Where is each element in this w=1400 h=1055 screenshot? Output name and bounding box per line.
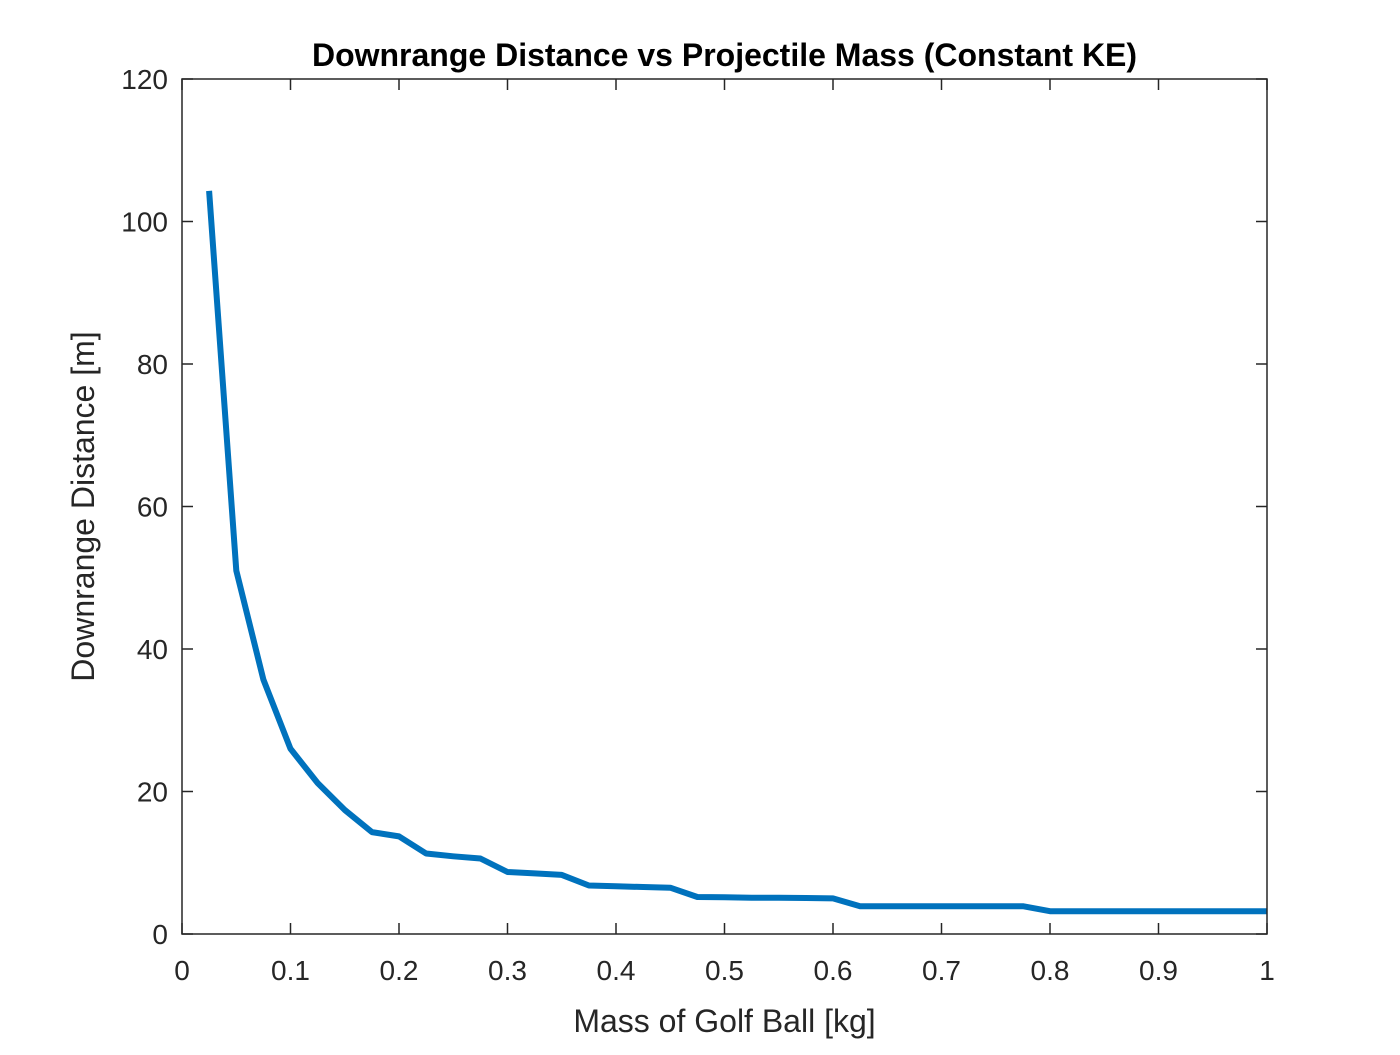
series-line — [206, 190, 1267, 915]
y-tick-label: 80 — [137, 349, 168, 380]
chart-title: Downrange Distance vs Projectile Mass (C… — [312, 37, 1137, 73]
x-tick-label: 0.4 — [597, 955, 636, 986]
x-tick-label: 0.5 — [705, 955, 744, 986]
x-tick-label: 0.1 — [271, 955, 310, 986]
axes-background — [182, 79, 1267, 934]
y-tick-label: 100 — [121, 207, 168, 238]
y-axis-label: Downrange Distance [m] — [65, 331, 101, 681]
y-tick-label: 0 — [152, 919, 168, 950]
y-tick-label: 60 — [137, 492, 168, 523]
x-tick-label: 0 — [174, 955, 190, 986]
x-tick-label: 0.7 — [922, 955, 961, 986]
x-tick-label: 0.3 — [488, 955, 527, 986]
y-tick-label: 120 — [121, 64, 168, 95]
x-tick-label: 0.6 — [814, 955, 853, 986]
series-layer — [206, 190, 1267, 915]
y-tick-label: 20 — [137, 777, 168, 808]
x-tick-label: 0.8 — [1031, 955, 1070, 986]
y-tick-label: 40 — [137, 634, 168, 665]
x-tick-label: 1 — [1259, 955, 1275, 986]
x-tick-label: 0.9 — [1139, 955, 1178, 986]
x-tick-label: 0.2 — [380, 955, 419, 986]
x-axis-label: Mass of Golf Ball [kg] — [573, 1003, 875, 1039]
tick-layer: 0 0.1 0.2 0.3 0.4 0.5 0.6 0.7 0.8 0.9 1 0 20 40 60 80 10… — [121, 64, 1275, 986]
